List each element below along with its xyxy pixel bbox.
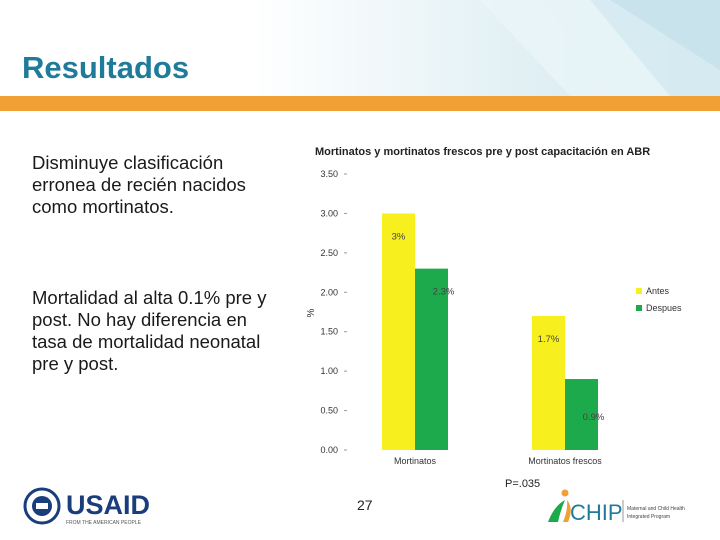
bar-antes-0 [382, 213, 415, 450]
usaid-tagline: FROM THE AMERICAN PEOPLE [66, 520, 142, 526]
y-tick-label-1: 0.50 [320, 406, 338, 416]
usaid-wordmark: USAID [66, 490, 150, 520]
slide-title: Resultados [22, 50, 190, 85]
chip-wordmark: CHIP [570, 500, 623, 525]
y-tick-label-2: 1.00 [320, 366, 338, 376]
bar-despues-1 [565, 379, 598, 450]
accent-bar [0, 96, 720, 111]
bar-value-label-despues-1: 0.9% [583, 412, 605, 423]
y-tick-label-7: 3.50 [320, 169, 338, 179]
bar-value-label-antes-0: 3% [392, 231, 406, 242]
y-tick-label-6: 3.00 [320, 208, 338, 218]
y-tick-label-0: 0.00 [320, 445, 338, 455]
chart-title: Mortinatos y mortinatos frescos pre y po… [315, 146, 650, 158]
usaid-logo: USAID FROM THE AMERICAN PEOPLE [23, 487, 150, 526]
legend-swatch-despues [636, 305, 642, 311]
text-misclassification: Disminuye clasificación erronea de recié… [32, 152, 246, 217]
legend-label-despues: Despues [646, 303, 682, 313]
y-axis-label: % [306, 308, 317, 317]
bar-antes-1 [532, 315, 565, 450]
bar-value-label-despues-0: 2.3% [433, 287, 455, 298]
bar-despues-0 [415, 268, 448, 450]
header-decoration [480, 0, 720, 96]
x-tick-label-1: Mortinatos frescos [528, 456, 602, 466]
legend-swatch-antes [636, 288, 642, 294]
text-mortality: Mortalidad al alta 0.1% pre y post. No h… [32, 287, 267, 374]
chip-logo: CHIP Maternal and Child Health Integrate… [548, 489, 685, 525]
y-tick-label-4: 2.00 [320, 287, 338, 297]
legend-label-antes: Antes [646, 286, 670, 296]
chip-tagline-2: Integrated Program [627, 514, 670, 520]
p-value: P=.035 [505, 478, 541, 490]
y-tick-label-3: 1.50 [320, 327, 338, 337]
page-number: 27 [357, 497, 373, 513]
bar-value-label-antes-1: 1.7% [538, 334, 560, 345]
chip-tagline-1: Maternal and Child Health [627, 506, 685, 512]
y-tick-label-5: 2.50 [320, 248, 338, 258]
chip-figure-icon [548, 489, 571, 522]
bar-chart: Mortinatos y mortinatos frescos pre y po… [306, 146, 682, 466]
x-tick-label-0: Mortinatos [394, 456, 437, 466]
